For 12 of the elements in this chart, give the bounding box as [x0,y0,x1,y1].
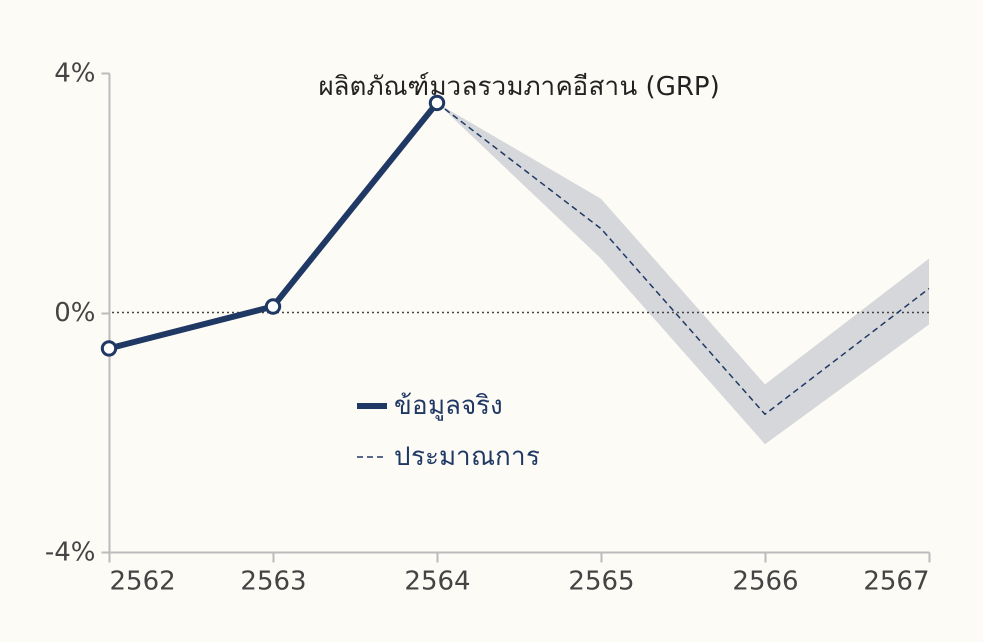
y-tick-label: -4% [44,538,96,568]
x-tick-label: 2567 [863,566,930,596]
chart-title: ผลิตภัณฑ์มวลรวมภาคอีสาน (GRP) [318,72,720,102]
legend-label: ข้อมูลจริง [394,391,503,421]
y-tick-label: 0% [54,298,96,328]
x-tick-label: 2564 [404,566,471,596]
x-tick-label: 2566 [732,566,799,596]
y-tick-label: 4% [54,58,96,88]
legend-label: ประมาณการ [394,442,540,472]
x-tick-label: 2563 [240,566,307,596]
x-tick-label: 2565 [568,566,635,596]
x-tick-label: 2562 [110,566,176,596]
